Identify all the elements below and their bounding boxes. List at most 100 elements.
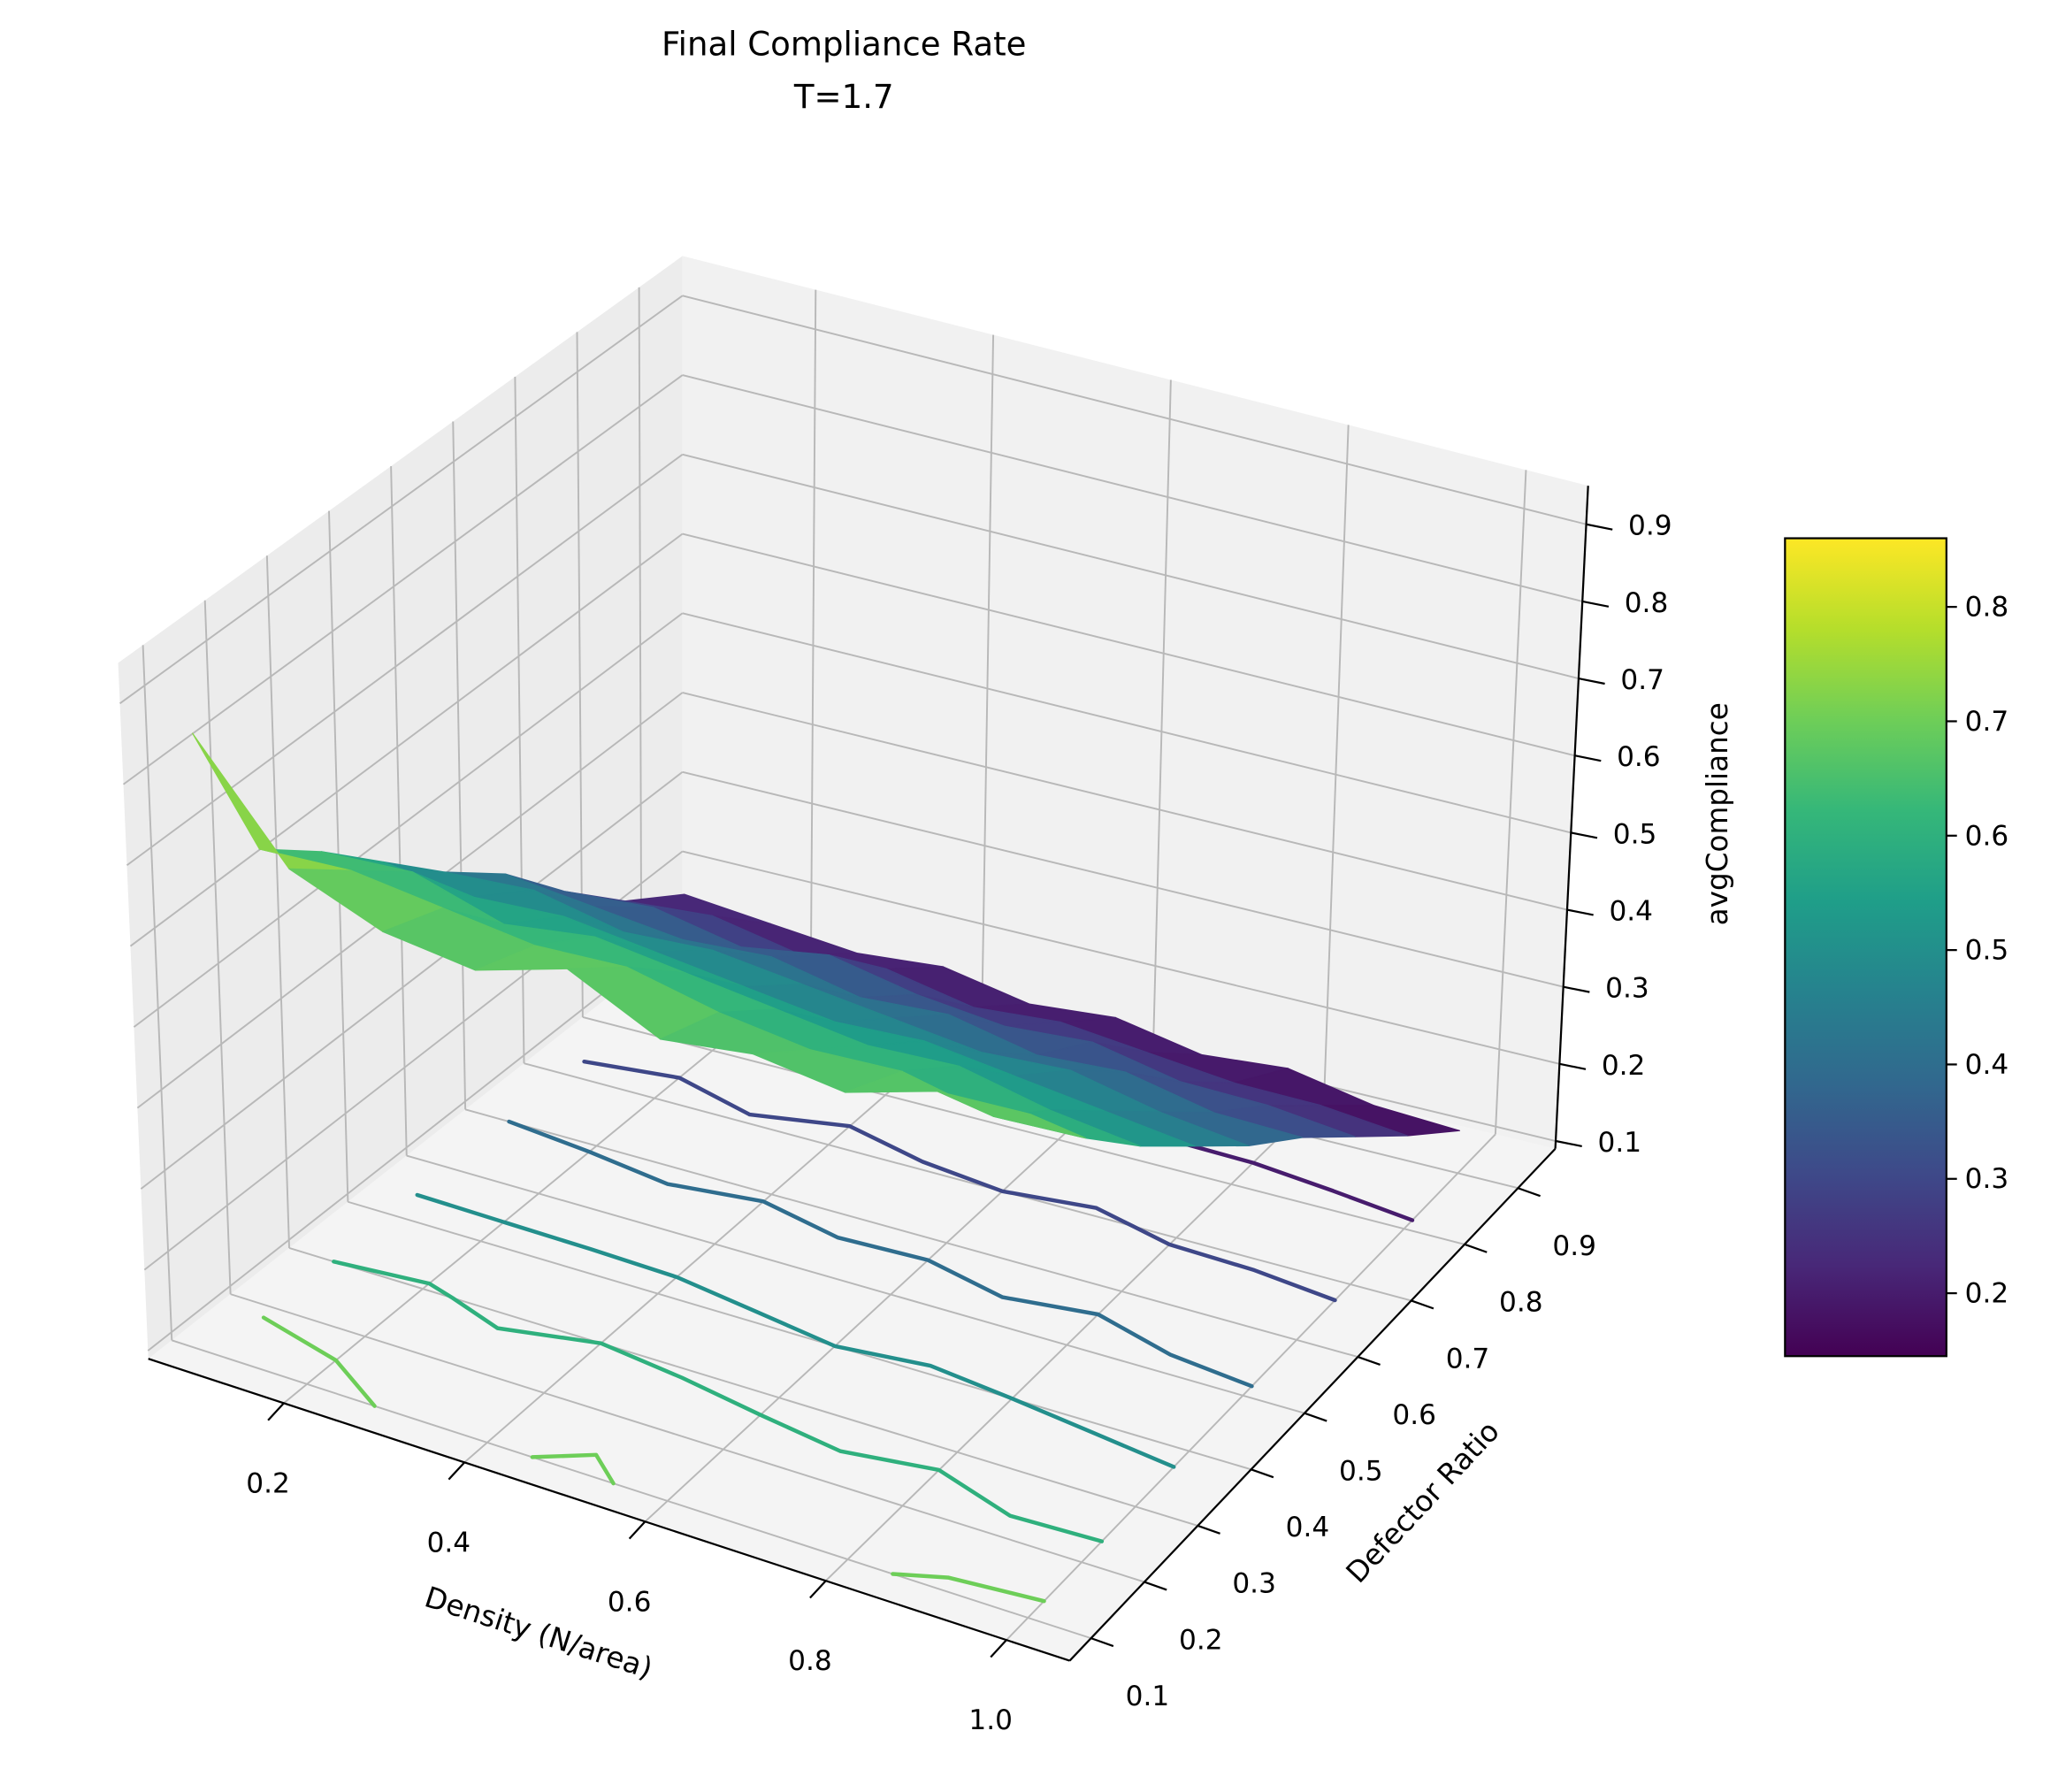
grid-line <box>582 1016 1465 1245</box>
grid-line <box>129 532 684 947</box>
grid-line <box>682 295 1587 525</box>
colorbar-tick-label: 0.2 <box>1965 1278 2009 1310</box>
grid-line <box>1151 379 1172 1053</box>
z-tick <box>1559 1062 1587 1070</box>
z-tick <box>1563 985 1590 993</box>
y-tick <box>1464 1243 1488 1253</box>
x-tick <box>267 1402 285 1421</box>
grid-line <box>119 295 684 705</box>
grid-line <box>203 600 232 1295</box>
x-tick-label: 0.2 <box>246 1467 290 1499</box>
z-tick <box>1578 677 1605 685</box>
axis-line <box>1554 486 1589 1149</box>
grid-line <box>133 612 684 1028</box>
y-tick <box>1304 1412 1327 1422</box>
grid-line <box>682 692 1568 911</box>
axis-line <box>1068 1147 1557 1662</box>
grid-line <box>464 1108 1358 1359</box>
chart-title: Final Compliance Rate <box>662 25 1026 63</box>
y-tick <box>1144 1581 1167 1591</box>
grid-line <box>638 287 643 971</box>
x-tick-label: 0.8 <box>788 1645 832 1677</box>
z-tick <box>1586 523 1613 531</box>
z-tick-label: 0.2 <box>1602 1050 1646 1082</box>
z-tick-label: 0.8 <box>1625 587 1669 619</box>
y-tick <box>1357 1356 1381 1367</box>
grid-line <box>126 454 684 866</box>
z-tick <box>1555 1139 1582 1148</box>
z-tick <box>1571 831 1598 839</box>
y-tick <box>1090 1637 1114 1648</box>
axes: 0.2 0.4 0.6 0.8 1.0 0.1 0.2 0.3 0.4 0.5 0.6 0.7 0.8 0… <box>148 486 1672 1736</box>
grid-line <box>171 1339 1091 1640</box>
left-pane <box>118 256 683 1359</box>
y-tick <box>1411 1299 1434 1310</box>
grid-line <box>452 421 467 1110</box>
z-axis-label: avgCompliance <box>1701 702 1734 925</box>
y-tick <box>1251 1468 1274 1479</box>
z-tick-label: 0.7 <box>1620 664 1664 696</box>
y-tick <box>1517 1187 1541 1198</box>
grid-line <box>265 555 290 1248</box>
y-tick-label: 0.5 <box>1339 1455 1383 1487</box>
grid-line <box>288 1247 1198 1527</box>
x-tick-label: 0.6 <box>608 1586 652 1618</box>
grid-line <box>682 612 1572 834</box>
grid-line <box>1323 425 1350 1093</box>
grid-line <box>825 1092 1326 1581</box>
surface-face <box>937 1091 1086 1139</box>
grid-line <box>682 770 1564 988</box>
y-tick <box>1197 1524 1220 1535</box>
colorbar <box>1784 537 1947 1358</box>
colorbar-tick-label: 0.5 <box>1965 935 2009 967</box>
colorbar-tick-label: 0.6 <box>1965 820 2009 852</box>
y-tick-label: 0.2 <box>1179 1624 1223 1656</box>
grid-line <box>142 645 173 1341</box>
colorbar-tick-label: 0.4 <box>1965 1049 2009 1081</box>
back-pane <box>682 256 1588 1149</box>
grid-line <box>682 453 1580 679</box>
x-tick-label: 1.0 <box>968 1704 1013 1736</box>
contour-line <box>415 1192 1176 1469</box>
grid-line <box>230 1293 1145 1583</box>
x-tick <box>628 1520 646 1540</box>
z-tick <box>1582 600 1610 608</box>
z-tick-label: 0.9 <box>1628 510 1672 542</box>
z-tick-label: 0.1 <box>1598 1127 1642 1159</box>
grid-line <box>348 1200 1251 1471</box>
grid-line <box>682 850 1560 1065</box>
z-tick <box>1566 908 1594 916</box>
axis-line <box>148 1358 1070 1662</box>
y-tick-label: 0.3 <box>1232 1568 1276 1600</box>
z-tick-label: 0.4 <box>1609 896 1653 928</box>
y-tick-label: 0.9 <box>1552 1230 1596 1262</box>
z-tick-label: 0.5 <box>1613 818 1657 850</box>
z-tick <box>1574 754 1602 762</box>
colorbar-tick-label: 0.8 <box>1965 592 2009 624</box>
z-tick-label: 0.3 <box>1605 973 1649 1005</box>
y-axis-label: Defector Ratio <box>1340 1414 1506 1589</box>
x-tick <box>448 1461 465 1481</box>
grid-line <box>524 1062 1412 1302</box>
surface <box>192 732 1460 1147</box>
z-tick-label: 0.6 <box>1617 741 1661 773</box>
grid-line <box>390 466 408 1156</box>
x-tick <box>809 1580 827 1599</box>
contour-line <box>582 1060 1337 1303</box>
y-tick-label: 0.6 <box>1392 1399 1436 1431</box>
grid-line <box>682 374 1583 602</box>
y-tick-label: 0.1 <box>1126 1681 1170 1712</box>
contour-line <box>261 1315 1046 1604</box>
y-tick-label: 0.4 <box>1286 1512 1330 1543</box>
colorbar-tick-label: 0.3 <box>1965 1163 2009 1195</box>
grid-line <box>981 334 995 1011</box>
x-tick <box>990 1639 1007 1658</box>
grid-line <box>122 374 684 785</box>
colorbar-tick-label: 0.7 <box>1965 706 2009 738</box>
contour-line <box>507 1119 1254 1389</box>
grid-line <box>809 289 817 970</box>
grid-line <box>140 771 684 1190</box>
grid-line <box>147 930 684 1352</box>
y-tick-label: 0.7 <box>1446 1343 1490 1375</box>
